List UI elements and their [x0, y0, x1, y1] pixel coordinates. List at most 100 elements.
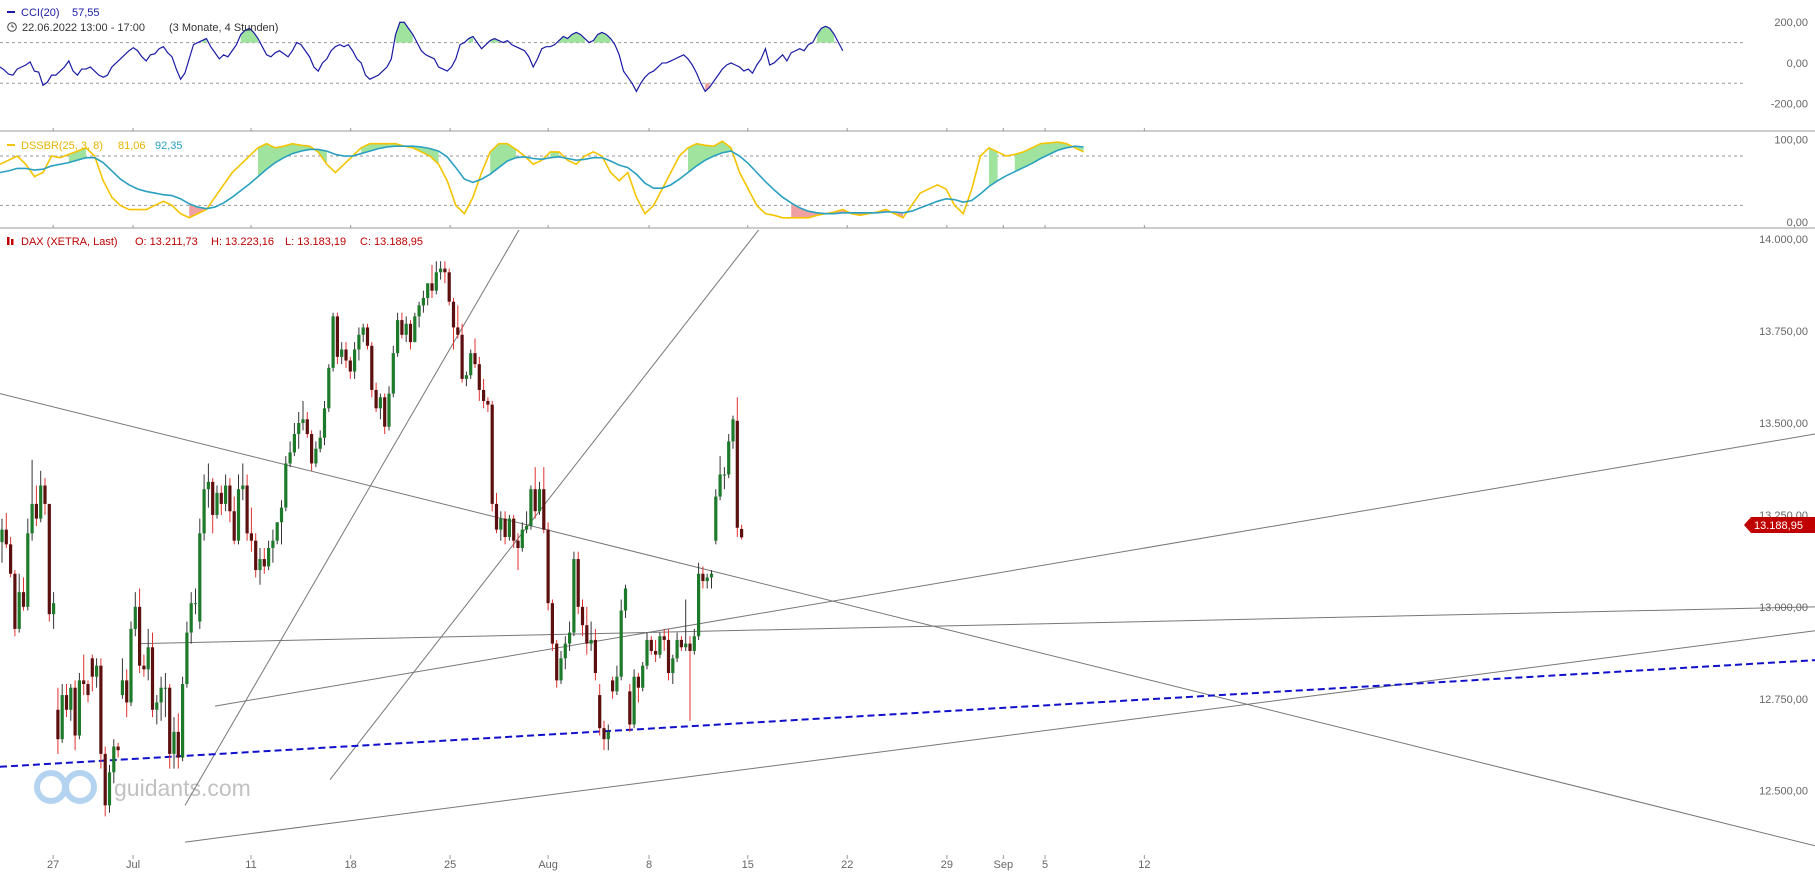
candle-body — [219, 492, 223, 504]
candle-body — [202, 489, 206, 534]
candle-body — [99, 665, 103, 754]
candle-body — [331, 316, 335, 368]
candle-body — [572, 559, 576, 633]
candle-body — [525, 525, 529, 530]
cci-legend-name: CCI(20) — [21, 7, 60, 19]
candle-body — [150, 647, 155, 710]
candle-body — [537, 489, 542, 512]
candle-body — [460, 334, 464, 379]
x-tick-label: 15 — [742, 859, 754, 871]
cci-y-tick-label: 0,00 — [1787, 58, 1808, 70]
candle-body — [482, 389, 486, 401]
cci-legend: CCI(20) 57,55 — [7, 7, 100, 19]
cci-overbought-fill — [817, 26, 835, 43]
candle-body — [0, 529, 4, 543]
candle-body — [580, 606, 585, 626]
x-tick-label: 18 — [345, 859, 357, 871]
candle-body — [387, 393, 391, 427]
candle-body — [374, 389, 378, 409]
candle-body — [361, 327, 365, 335]
candle-body — [340, 349, 344, 357]
candle-body — [262, 559, 266, 567]
x-tick-label: Aug — [538, 859, 558, 871]
price-y-tick-label: 13.000,00 — [1759, 602, 1808, 614]
candle-body — [451, 301, 456, 328]
candle-body — [654, 650, 658, 655]
clock-icon — [7, 22, 17, 32]
candle-body — [30, 503, 34, 534]
candle-body — [619, 610, 623, 677]
last-price-text: 13.188,95 — [1754, 520, 1803, 532]
dssbr-overbought-fill — [550, 151, 559, 158]
candle-body — [318, 437, 322, 449]
candle-body — [658, 636, 662, 655]
candle-body — [469, 353, 473, 376]
price-y-tick-label: 14.000,00 — [1759, 234, 1808, 246]
candle-body — [383, 397, 387, 427]
candle-body — [198, 533, 202, 622]
candle-body — [645, 639, 649, 666]
cci-panel: 200,00 0,00 -200,00 — [0, 17, 1808, 111]
candle-body — [159, 687, 163, 703]
candle-body — [176, 731, 180, 758]
candle-body — [236, 489, 241, 541]
candle-body — [507, 518, 511, 537]
candle-body — [193, 603, 198, 605]
x-tick-label: 5 — [1042, 859, 1048, 871]
candle-body — [69, 687, 73, 710]
candle-body — [568, 632, 572, 644]
candle-body — [550, 603, 554, 644]
candle-body — [353, 349, 357, 372]
dssbr-y-tick-label: 100,00 — [1774, 135, 1808, 147]
candle-body — [365, 327, 370, 346]
x-tick-label: 8 — [646, 859, 652, 871]
ohlc-open: O: 13.211,73 — [135, 236, 198, 248]
candle-body — [95, 665, 99, 677]
cci-legend-swatch — [7, 11, 15, 13]
x-tick-label: 29 — [941, 859, 953, 871]
dssbr-overbought-fill — [989, 147, 998, 187]
candle-body — [258, 559, 262, 571]
candle-body — [439, 268, 443, 273]
candle-body — [322, 408, 327, 438]
x-axis: 27 Jul 11 18 25 Aug 8 15 22 29 Sep 5 12 — [47, 128, 1150, 871]
candle-body — [297, 423, 301, 435]
candle-body — [275, 522, 279, 541]
candle-body — [400, 320, 404, 335]
candle-body — [211, 481, 215, 515]
x-tick-label: Sep — [994, 859, 1014, 871]
last-price-badge-bg — [1744, 517, 1815, 533]
candle-body — [731, 419, 735, 442]
candle-body — [4, 529, 8, 545]
candle-body — [125, 680, 129, 703]
dssbr-legend-value1: 81,06 — [118, 140, 146, 152]
dssbr-overbought-fill — [361, 143, 439, 165]
dssbr-legend-swatch — [7, 144, 15, 146]
logo-circle-left-icon — [34, 770, 68, 804]
candle-body — [47, 503, 51, 615]
cci-legend-value: 57,55 — [72, 7, 100, 19]
dssbr-legend-name: DSSBR(25, 3, 8) — [21, 140, 103, 152]
candle-body — [679, 639, 683, 648]
ohlc-close: C: 13.188,95 — [360, 236, 423, 248]
candle-body — [327, 367, 331, 409]
candle-body — [21, 592, 26, 607]
candle-body — [305, 419, 309, 435]
candle-body — [271, 540, 275, 549]
candle-body — [189, 603, 193, 633]
x-tick-label: 27 — [47, 859, 59, 871]
candle-body — [589, 639, 593, 644]
trendline — [0, 393, 1815, 847]
candle-body — [430, 283, 434, 291]
dssbr-y-tick-label: 0,00 — [1787, 217, 1808, 229]
x-tick-label: 22 — [841, 859, 853, 871]
candle-body — [26, 533, 30, 607]
candle-body — [34, 503, 38, 519]
candle-body — [546, 529, 550, 604]
cci-overbought-fill — [395, 22, 413, 43]
candle-body — [503, 518, 507, 537]
price-y-tick-label: 13.750,00 — [1759, 326, 1808, 338]
candle-body — [623, 588, 628, 611]
dssbr-overbought-fill — [258, 143, 327, 177]
